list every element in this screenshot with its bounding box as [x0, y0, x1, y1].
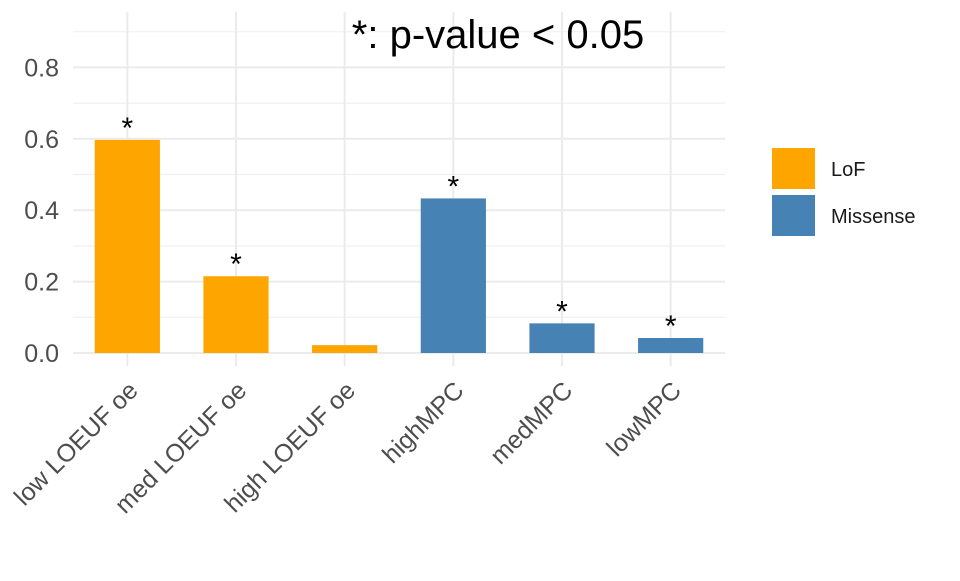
bar — [638, 338, 704, 353]
bars — [94, 139, 704, 353]
significance-star: * — [556, 295, 568, 328]
bar — [420, 198, 486, 353]
significance-markers: * * * * * — [121, 112, 676, 343]
y-tick-label: 0.6 — [24, 126, 59, 154]
legend-swatch — [772, 148, 815, 189]
y-tick-label: 0.8 — [24, 54, 59, 82]
significance-star: * — [121, 112, 133, 145]
significance-star: * — [665, 310, 677, 343]
x-tick-label: lowMPC — [601, 376, 687, 462]
bar — [312, 345, 378, 353]
legend-label: LoF — [831, 159, 865, 181]
legend-swatch — [772, 195, 815, 236]
bar — [203, 276, 269, 353]
bar — [94, 139, 160, 353]
legend: LoF Missense — [772, 148, 915, 236]
x-tick-label: highMPC — [377, 376, 470, 469]
bar — [529, 323, 595, 353]
y-tick-label: 0.0 — [24, 340, 59, 368]
chart-annotation: *: p-value < 0.05 — [352, 13, 644, 57]
x-tick-label: medMPC — [485, 376, 578, 469]
y-axis: 0.0 0.2 0.4 0.6 0.8 — [24, 54, 59, 368]
legend-label: Missense — [831, 206, 915, 228]
y-tick-label: 0.4 — [24, 197, 59, 225]
significance-star: * — [447, 170, 459, 203]
grid-lines — [73, 12, 725, 366]
significance-star: * — [230, 248, 242, 281]
y-tick-label: 0.2 — [24, 269, 59, 297]
